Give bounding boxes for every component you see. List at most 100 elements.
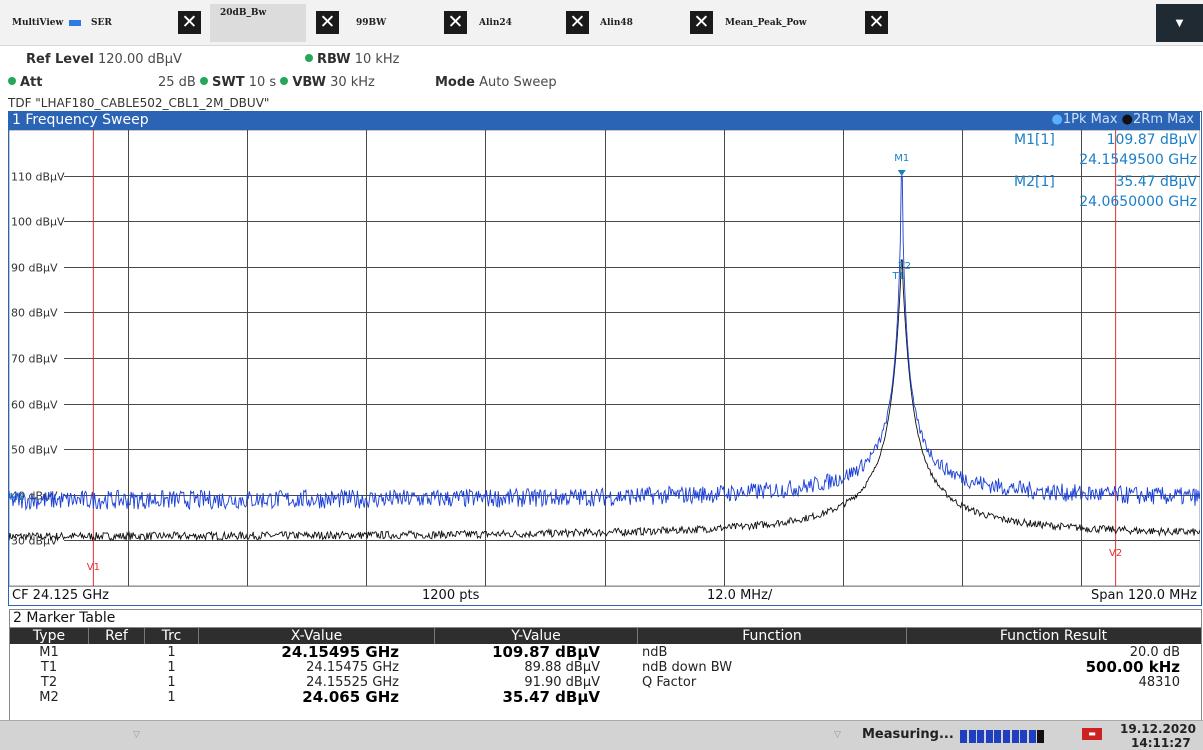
marker-type-cell: T1 xyxy=(40,660,58,675)
marker-result-cell: 48310 xyxy=(1138,675,1180,690)
trace2-label: 2Rm Max xyxy=(1133,112,1194,127)
tab-alin24[interactable]: Alin24 xyxy=(479,4,512,42)
measuring-status: Measuring... xyxy=(862,727,954,742)
close-tab-alin24-button[interactable]: ✕ xyxy=(566,11,589,34)
marker-table-header: 2 Marker Table xyxy=(10,610,1201,628)
marker-x-cell: 24.065 GHz xyxy=(302,688,399,706)
column-type[interactable]: Type xyxy=(10,628,89,644)
column-trc[interactable]: Trc xyxy=(145,628,199,644)
marker-info-level: 35.47 dBµV xyxy=(1115,174,1197,190)
table-row[interactable]: T2 1 24.15525 GHz 91.90 dBµV Q Factor 48310 xyxy=(10,675,1201,690)
trace-legend: ●1Pk Max ●2Rm Max xyxy=(1052,112,1194,127)
tab-label: SER xyxy=(91,18,112,28)
frequency-per-division: 12.0 MHz/ xyxy=(707,588,773,603)
ref-level-label: Ref Level xyxy=(26,52,94,67)
rbw-label: RBW xyxy=(317,52,351,67)
column-ref[interactable]: Ref xyxy=(89,628,145,644)
marker-function-cell: ndB down BW xyxy=(642,660,733,675)
tab-20db-bw[interactable]: 20dB_Bw xyxy=(210,4,306,42)
close-tab-ser-button[interactable]: ✕ xyxy=(178,11,201,34)
marker-x-cell: 24.15525 GHz xyxy=(306,675,399,690)
tab-multiview[interactable]: MultiView xyxy=(12,4,63,42)
close-icon: ✕ xyxy=(447,11,464,33)
status-chevron-icon[interactable]: ▽ xyxy=(834,730,841,740)
tab-ser[interactable]: SER xyxy=(69,4,112,42)
progress-segment xyxy=(985,730,993,743)
column-function-result[interactable]: Function Result xyxy=(999,628,1108,644)
att-value: 25 dB xyxy=(158,75,196,90)
marker-m1-label: M1 xyxy=(894,153,909,164)
vbw-value: 30 kHz xyxy=(330,75,375,90)
trace1-icon: ● xyxy=(1051,112,1063,127)
marker-function-cell: ndB xyxy=(642,645,668,660)
table-row[interactable]: M1 1 24.15495 GHz 109.87 dBµV ndB 20.0 dB xyxy=(10,643,1201,661)
column-function[interactable]: Function xyxy=(638,628,907,644)
marker-table-window[interactable]: 2 Marker Table Type Ref Trc X-Value Y-Va… xyxy=(9,609,1202,721)
close-tab-alin48-button[interactable]: ✕ xyxy=(690,11,713,34)
spectrum-plot-svg: 110 dBµV 100 dBµV 90 dBµV 80 dBµV 70 dBµV 60 … xyxy=(8,129,1201,587)
marker-m1-icon xyxy=(897,170,906,176)
tab-99bw[interactable]: 99BW xyxy=(356,4,386,42)
close-tab-mean-peak-pow-button[interactable]: ✕ xyxy=(865,11,888,34)
status-left-chevron-icon[interactable]: ▽ xyxy=(133,730,140,740)
y-tick-label: 90 dBµV xyxy=(11,262,58,275)
close-icon: ✕ xyxy=(569,11,586,33)
rbw-value: 10 kHz xyxy=(354,52,400,67)
tab-mean-peak-pow[interactable]: Mean_Peak_Pow xyxy=(725,4,807,42)
close-icon: ✕ xyxy=(868,11,885,33)
marker-info-frequency: 24.0650000 GHz xyxy=(1079,194,1197,210)
marker-info-frequency: 24.1549500 GHz xyxy=(1079,152,1197,168)
status-date: 19.12.2020 xyxy=(1120,722,1196,736)
ref-level-setting[interactable]: Ref Level 120.00 dBµV xyxy=(26,52,182,67)
progress-segment xyxy=(1037,730,1045,743)
y-tick-label: 110 dBµV xyxy=(11,171,65,184)
table-row[interactable]: M2 1 24.065 GHz 35.47 dBµV xyxy=(10,688,1201,706)
progress-segment xyxy=(1003,730,1010,743)
column-x-value[interactable]: X-Value xyxy=(199,628,435,644)
att-setting[interactable]: Att xyxy=(8,75,43,90)
marker-info-name: M2[1] xyxy=(1014,174,1055,190)
marker-x-cell: 24.15495 GHz xyxy=(281,643,399,661)
progress-segment xyxy=(977,730,985,743)
chevron-down-icon: ▼ xyxy=(1175,17,1184,29)
frequency-span: Span 120.0 MHz xyxy=(1090,588,1197,603)
marker-info-level: 109.87 dBµV xyxy=(1107,132,1198,148)
marker-y-cell: 35.47 dBµV xyxy=(502,688,601,706)
att-value-setting[interactable]: 25 dB SWT 10 s VBW 30 kHz xyxy=(158,75,375,90)
mode-setting[interactable]: Mode Auto Sweep xyxy=(435,75,557,90)
spectrum-plot[interactable]: 110 dBµV 100 dBµV 90 dBµV 80 dBµV 70 dBµV 60 … xyxy=(8,129,1201,587)
marker-y-cell: 89.88 dBµV xyxy=(524,660,600,675)
tab-label: Mean_Peak_Pow xyxy=(725,18,807,28)
progress-segment xyxy=(960,730,967,743)
progress-segment xyxy=(1020,730,1028,743)
tab-menu-button[interactable]: ▼ xyxy=(1156,4,1203,42)
marker-type-cell: T2 xyxy=(40,675,58,690)
tab-alin48[interactable]: Alin48 xyxy=(600,4,633,42)
coupled-indicator-icon xyxy=(305,54,313,62)
table-row[interactable]: T1 1 24.15475 GHz 89.88 dBµV ndB down BW 500.… xyxy=(10,658,1201,676)
tab-label: 99BW xyxy=(356,18,387,28)
progress-segment xyxy=(1028,730,1036,743)
column-y-value[interactable]: Y-Value xyxy=(435,628,638,644)
marker-x-cell: 24.15475 GHz xyxy=(306,660,399,675)
trace1-label: 1Pk Max xyxy=(1062,112,1118,127)
marker-result-cell: 500.00 kHz xyxy=(1085,658,1180,676)
close-tab-20db-bw-button[interactable]: ✕ xyxy=(316,11,339,34)
display-line-v2-label: V2 xyxy=(1109,548,1122,559)
tab-label: 20dB_Bw xyxy=(220,8,267,18)
progress-segment xyxy=(994,730,1002,743)
sweep-window-header[interactable]: 1 Frequency Sweep ●1Pk Max ●2Rm Max xyxy=(9,112,1200,130)
marker-table-columns: Type Ref Trc X-Value Y-Value Function Fu… xyxy=(10,628,1201,644)
tab-label: Alin48 xyxy=(600,18,633,28)
y-tick-label: 80 dBµV xyxy=(11,307,58,320)
y-tick-label: 70 dBµV xyxy=(11,353,58,366)
close-tab-99bw-button[interactable]: ✕ xyxy=(444,11,467,34)
mode-label: Mode xyxy=(435,75,475,90)
display-line-v1-label: V1 xyxy=(87,562,100,573)
ser-icon xyxy=(69,20,81,26)
tab-bar: MultiView SER ✕ 20dB_Bw ✕ 99BW ✕ Alin24 … xyxy=(0,0,1203,46)
marker-trc-cell: 1 xyxy=(167,675,176,690)
center-frequency: CF 24.125 GHz xyxy=(12,588,109,603)
rbw-setting[interactable]: RBW 10 kHz xyxy=(305,52,400,67)
sweep-window-footer: CF 24.125 GHz 1200 pts 12.0 MHz/ Span 12… xyxy=(9,586,1200,605)
